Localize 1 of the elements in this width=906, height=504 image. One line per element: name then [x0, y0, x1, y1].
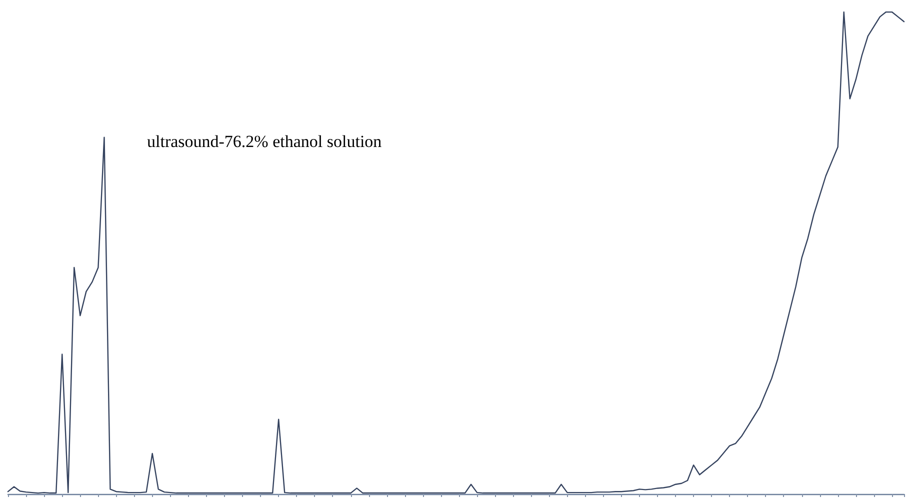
annotation: ultrasound-76.2% ethanol solution [147, 132, 382, 151]
